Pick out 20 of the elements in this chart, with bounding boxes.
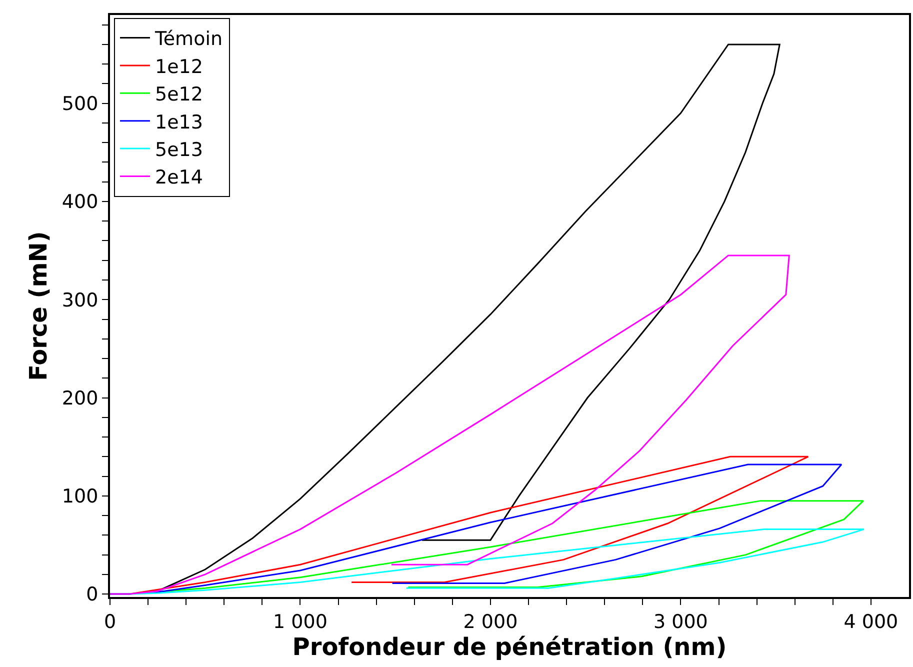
x-tick-label: 2 000 [463, 610, 518, 633]
legend-label: 5e13 [154, 138, 203, 161]
x-tick-label: 3 000 [654, 610, 708, 633]
legend-label: 5e12 [154, 84, 203, 106]
y-tick-label: 200 [62, 387, 98, 410]
x-tick-label: 4 000 [844, 610, 898, 633]
x-axis-title: Profondeur de pénétration (nm) [292, 632, 727, 661]
y-tick-label: 100 [62, 486, 98, 508]
x-tick-label: 0 [104, 610, 116, 633]
y-tick-label: 0 [86, 584, 98, 606]
legend-label: 2e14 [154, 166, 203, 189]
x-tick-label: 1 000 [273, 610, 328, 633]
y-tick-label: 300 [62, 289, 98, 312]
y-tick-label: 500 [62, 92, 98, 115]
line-series [110, 254, 790, 595]
legend-label: 1e12 [154, 56, 203, 78]
y-tick-label: 400 [62, 191, 98, 214]
legend-label: 1e13 [154, 111, 203, 134]
y-axis-title: Force (mN) [24, 231, 53, 381]
legend-label: Témoin [154, 28, 223, 50]
